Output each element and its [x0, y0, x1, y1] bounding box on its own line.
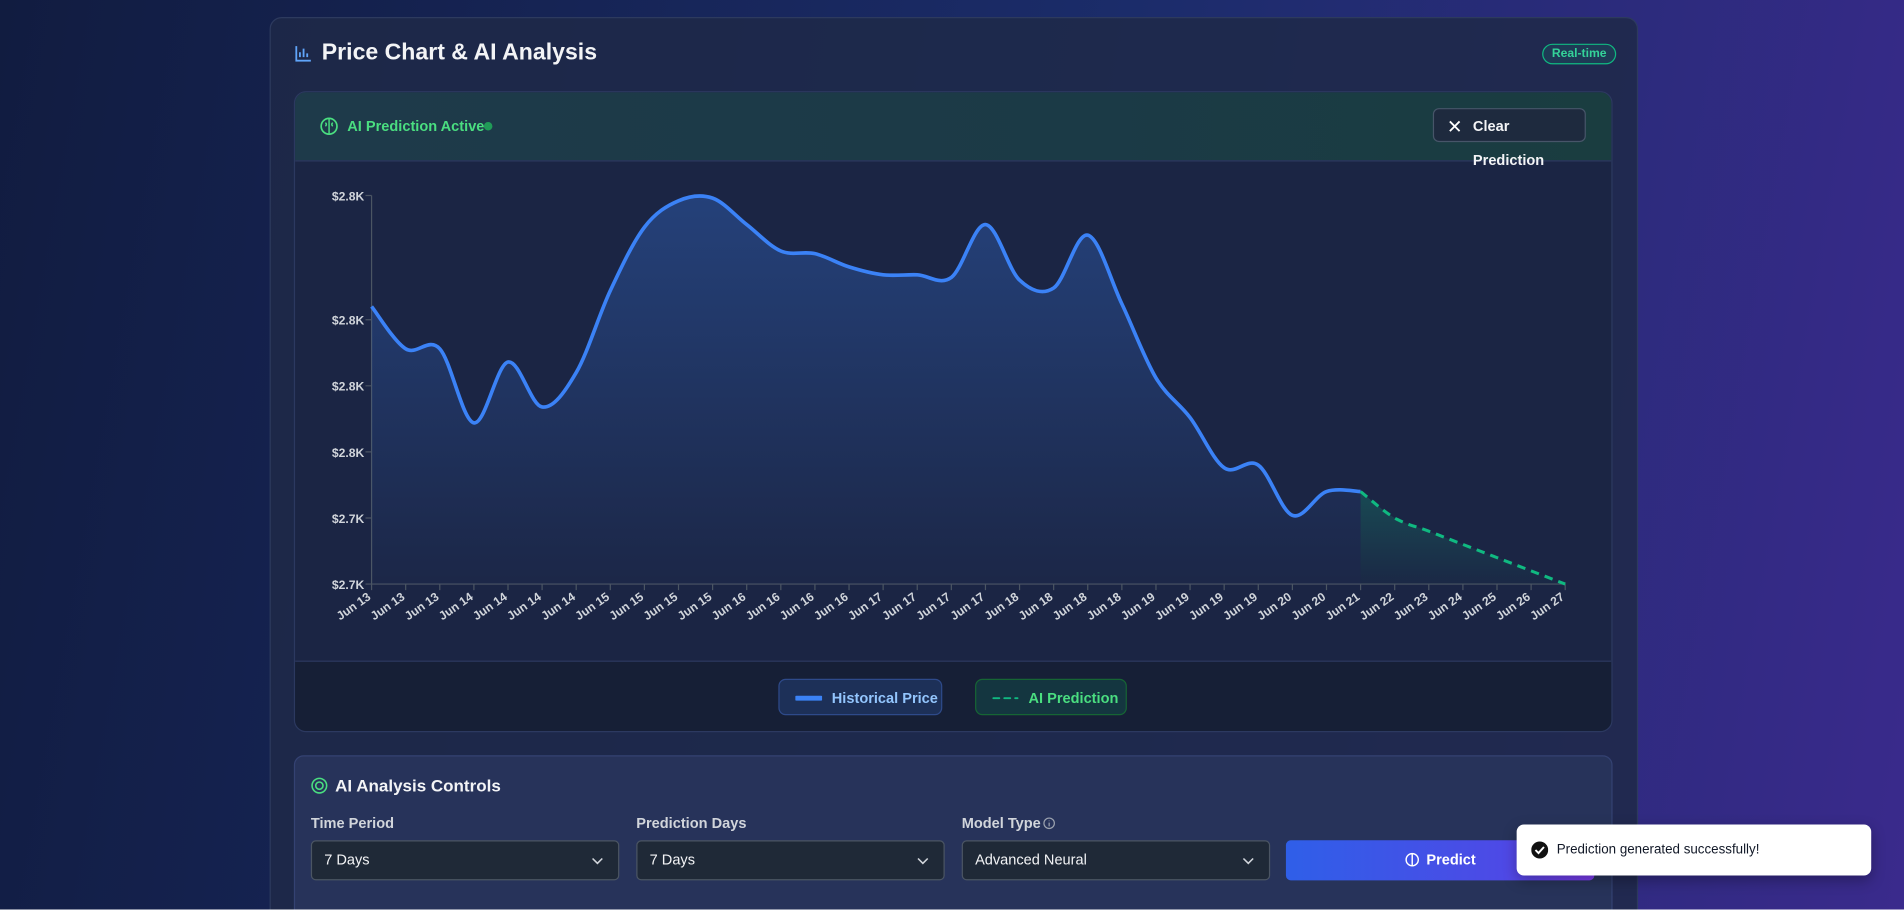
x-tick-label: Jun 18 [1084, 589, 1124, 623]
status: AI Prediction Active [347, 117, 485, 135]
x-tick-label: Jun 19 [1118, 589, 1158, 623]
x-tick-label: Jun 17 [879, 589, 919, 623]
info-icon[interactable] [1043, 817, 1055, 830]
x-tick-label: Jun 18 [982, 589, 1022, 623]
chevron-path [1242, 857, 1254, 865]
area [371, 195, 1361, 585]
prediction-bar: AI Prediction Active Clear Prediction [295, 92, 1612, 169]
series-line [370, 194, 1361, 518]
series-line [1359, 490, 1566, 586]
x-tick-label: Jun 27 [1527, 589, 1567, 623]
x-tick-label: Jun 16 [743, 589, 783, 623]
x-tick-label: Jun 21 [1323, 589, 1363, 623]
x-tick-label: Jun 14 [436, 589, 476, 623]
field-label: Prediction Days [636, 814, 747, 832]
y-tick-label: $2.8K [332, 314, 365, 328]
legend-item[interactable]: Historical Price [778, 678, 943, 716]
select[interactable]: Advanced Neural [961, 840, 1271, 881]
field-label: Model Type [961, 814, 1041, 832]
y-tick-label: $2.7K [332, 578, 365, 592]
x-tick-label: Jun 15 [641, 589, 681, 623]
toast: Prediction generated successfully! [1516, 824, 1872, 876]
x-tick-label: Jun 17 [845, 589, 885, 623]
clear-label: Clear Prediction [1472, 117, 1545, 169]
field-label: Time Period [310, 814, 394, 832]
brain-icon [320, 117, 338, 136]
x-tick-label: Jun 25 [1459, 589, 1499, 623]
legend: Historical Price AI Prediction [295, 660, 1612, 732]
y-tick-label: $2.8K [332, 446, 365, 460]
x-tick-label: Jun 20 [1255, 589, 1295, 623]
legend-item[interactable]: AI Prediction [975, 678, 1127, 716]
clear-button[interactable]: Clear Prediction [1432, 108, 1586, 169]
x-tick-label: Jun 13 [402, 589, 442, 623]
x-tick-label: Jun 14 [470, 589, 510, 623]
x-tick-label: Jun 17 [914, 589, 954, 623]
x-tick-label: Jun 20 [1289, 589, 1329, 623]
chevron [592, 857, 603, 865]
select-value: Advanced Neural [975, 851, 1087, 869]
x-tick-label: Jun 19 [1152, 589, 1192, 623]
x-tick-label: Jun 22 [1357, 589, 1397, 623]
chevron-path [592, 857, 603, 865]
x-tick-label: Jun 23 [1391, 589, 1431, 623]
badge: Real-time [1542, 43, 1617, 65]
x-tick-label: Jun 15 [573, 589, 613, 623]
chart-panel: AI Prediction Active Clear Prediction $2… [293, 91, 1613, 733]
status-dot [483, 122, 493, 131]
y-tick-label: $2.7K [332, 512, 365, 526]
info-circle [1043, 817, 1055, 830]
x-tick-label: Jun 16 [811, 589, 851, 623]
legend-swatch [795, 695, 823, 701]
x-tick-label: Jun 18 [1016, 589, 1056, 623]
chevron-path [917, 857, 929, 865]
y-tick-label: $2.8K [332, 189, 365, 203]
brain-icon [1404, 852, 1419, 867]
x-tick-label: Jun 26 [1493, 589, 1533, 623]
predict-label: Predict [1426, 851, 1476, 869]
close-icon [1449, 120, 1461, 132]
x-tick-label: Jun 16 [709, 589, 749, 623]
toast-text: Prediction generated successfully! [1556, 842, 1760, 858]
controls-panel: AI Analysis Controls Predict Time Period… [293, 755, 1613, 910]
check-icon [1531, 841, 1549, 859]
x-tick-label: Jun 13 [368, 589, 408, 623]
select[interactable]: 7 Days [310, 840, 620, 881]
x-tick-label: Jun 15 [607, 589, 647, 623]
x-tick-label: Jun 17 [948, 589, 988, 623]
x-tick-label: Jun 13 [334, 589, 374, 623]
x-tick-label: Jun 24 [1425, 589, 1465, 623]
x-tick-label: Jun 15 [675, 589, 715, 623]
y-tick-label: $2.8K [332, 380, 365, 394]
x-tick-label: Jun 19 [1186, 589, 1226, 623]
x-tick-label: Jun 19 [1220, 589, 1260, 623]
legend-label: AI Prediction [1028, 689, 1119, 707]
title: Price Chart & AI Analysis [321, 40, 598, 66]
x-tick-label: Jun 14 [504, 589, 544, 623]
select-value: 7 Days [324, 851, 370, 869]
target-icon [311, 777, 328, 794]
chevron [1242, 857, 1254, 865]
x-tick-label: Jun 18 [1050, 589, 1090, 623]
legend-swatch [992, 697, 1019, 700]
x-tick-label: Jun 14 [538, 589, 578, 623]
legend-label: Historical Price [831, 689, 938, 707]
area [1360, 491, 1566, 585]
select-value: 7 Days [649, 851, 696, 869]
x-tick-label: Jun 16 [777, 589, 817, 623]
chevron [917, 857, 929, 865]
chart-icon [295, 46, 311, 62]
select[interactable]: 7 Days [636, 840, 945, 881]
controls-title: AI Analysis Controls [335, 775, 501, 796]
